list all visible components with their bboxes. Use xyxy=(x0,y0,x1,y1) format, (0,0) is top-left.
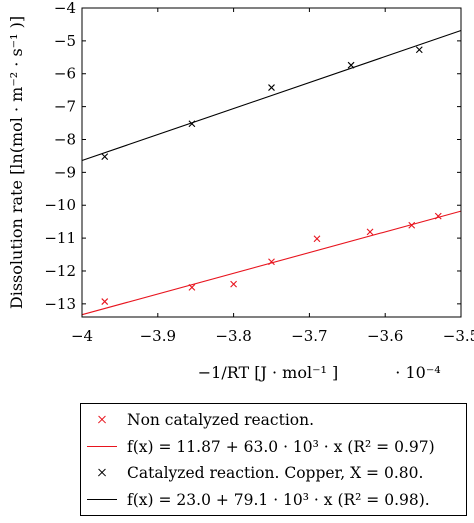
legend-entry-non-catalyzed: Non catalyzed reaction. xyxy=(87,407,460,434)
black-cross-marker-icon xyxy=(87,463,117,483)
y-tick-label: −6 xyxy=(54,65,76,83)
chart: −4 −3.9 −3.8 −3.7 −3.6 −3.5 −13 −12 −11 −10 −9 −8 −7… xyxy=(7,0,474,382)
y-tick-label: −13 xyxy=(44,295,76,313)
data-point-series-0 xyxy=(408,221,416,229)
legend-label: Non catalyzed reaction. xyxy=(127,411,315,430)
y-tick-label: −12 xyxy=(44,262,76,280)
y-tick-label: −11 xyxy=(44,229,76,247)
red-line-marker-icon xyxy=(87,437,117,457)
fit-line-series-1 xyxy=(81,210,462,316)
black-line-marker-icon xyxy=(87,490,117,510)
plot-frame xyxy=(81,7,462,318)
data-point-series-2 xyxy=(268,84,275,91)
axis-ticks: −4 −3.9 −3.8 −3.7 −3.6 −3.5 −13 −12 −11 −10 −9 −8 −7… xyxy=(44,0,474,345)
data-point-series-0 xyxy=(101,298,109,305)
y-tick-label: −8 xyxy=(54,130,76,148)
legend-label: Catalyzed reaction. Copper, X = 0.80. xyxy=(127,464,424,483)
data-point-series-0 xyxy=(366,228,374,236)
x-tick-label: −3.7 xyxy=(291,327,327,345)
y-tick-label: −9 xyxy=(54,163,76,181)
legend-entry-non-catalyzed-fit: f(x) = 11.87 + 63.0 · 10³ · x (R² = 0.97… xyxy=(87,434,460,461)
data-point-series-0 xyxy=(230,280,237,288)
legend: Non catalyzed reaction. f(x) = 11.87 + 6… xyxy=(80,403,467,516)
x-tick-label: −3.5 xyxy=(443,327,474,345)
red-cross-marker-icon xyxy=(87,410,117,430)
x-axis-multiplier: · 10⁻⁴ xyxy=(395,363,440,382)
x-tick-label: −3.6 xyxy=(367,327,403,345)
y-tick-label: −4 xyxy=(54,0,76,17)
fit-line-series-3 xyxy=(81,29,462,162)
data-point-series-2 xyxy=(101,153,109,160)
plot-area xyxy=(81,29,462,316)
legend-entry-catalyzed: Catalyzed reaction. Copper, X = 0.80. xyxy=(87,460,460,487)
y-tick-label: −10 xyxy=(44,196,76,214)
y-axis-label: Dissolution rate [ln(mol · m⁻² · s⁻¹ )] xyxy=(7,16,26,309)
data-point-series-0 xyxy=(313,235,321,243)
legend-label: f(x) = 11.87 + 63.0 · 10³ · x (R² = 0.97… xyxy=(127,437,435,456)
data-point-series-2 xyxy=(415,46,423,54)
y-tick-label: −5 xyxy=(54,32,76,50)
x-tick-label: −3.9 xyxy=(140,327,176,345)
x-axis-label: −1/RT [J · mol⁻¹ ] xyxy=(198,363,339,382)
legend-label: f(x) = 23.0 + 79.1 · 10³ · x (R² = 0.98)… xyxy=(127,490,430,509)
y-tick-label: −7 xyxy=(54,98,76,116)
x-tick-label: −3.8 xyxy=(215,327,251,345)
legend-entry-catalyzed-fit: f(x) = 23.0 + 79.1 · 10³ · x (R² = 0.98)… xyxy=(87,487,460,514)
x-tick-label: −4 xyxy=(71,327,93,345)
